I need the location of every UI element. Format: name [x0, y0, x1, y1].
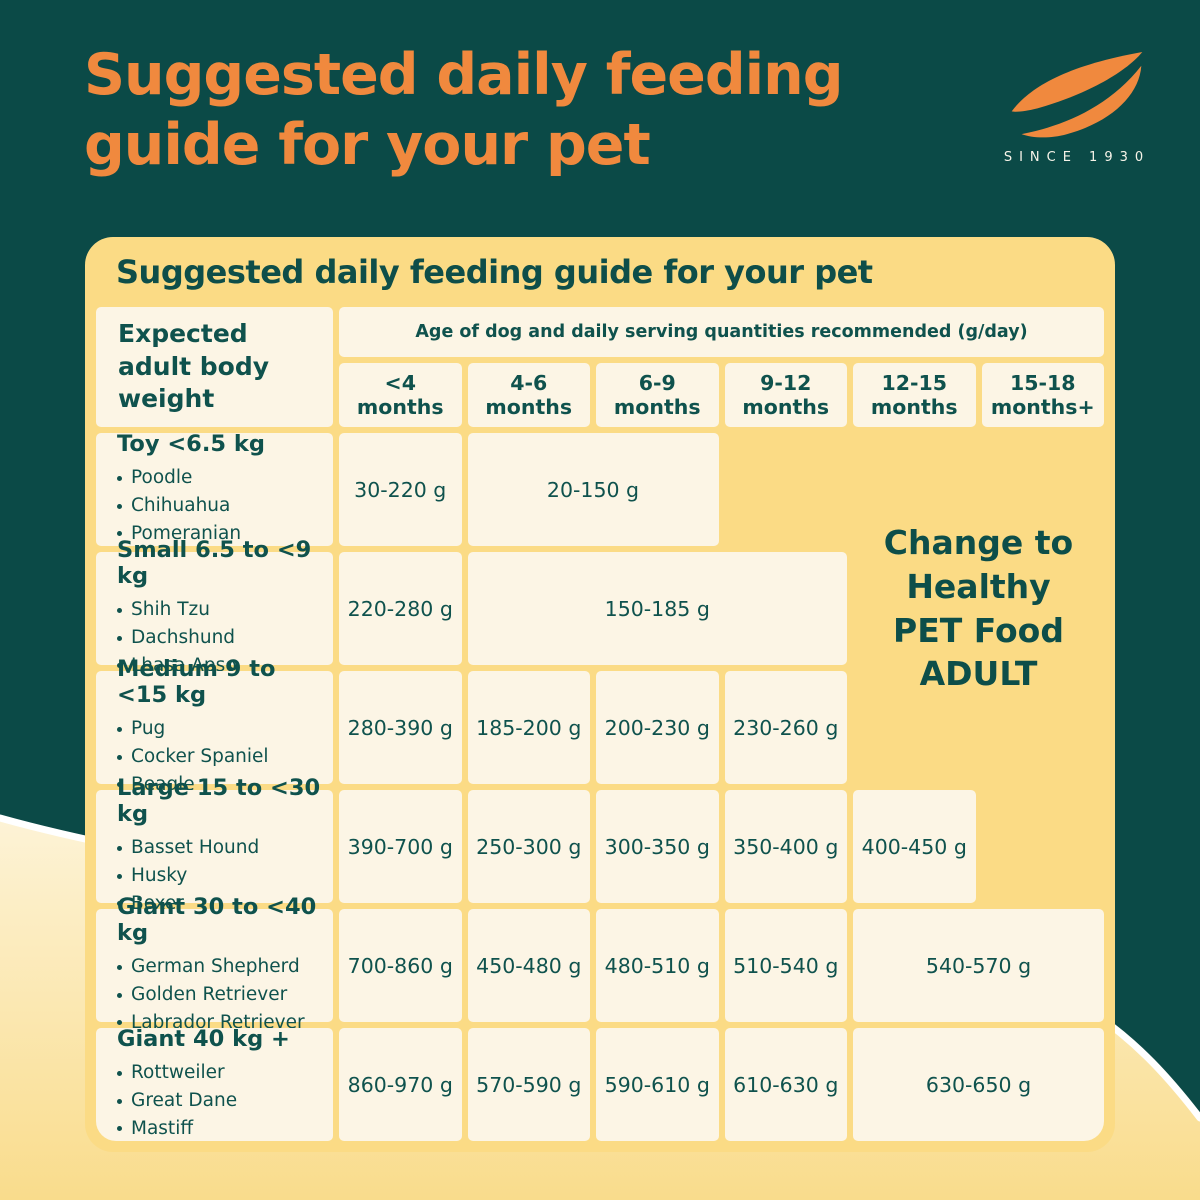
- bullet-dot: [117, 964, 122, 970]
- since-tagline: SINCE 1930: [1003, 150, 1151, 165]
- serving-cell: 400-450 g: [853, 790, 976, 903]
- bullet-dot: [117, 531, 122, 537]
- breed-item: Husky: [117, 862, 259, 890]
- breed-item: Pomeranian: [117, 520, 241, 548]
- category-title: Large 15 to <30 kg: [117, 775, 321, 828]
- month-column-header-4: 9-12 months: [724, 363, 847, 427]
- serving-cell: 700-860 g: [339, 909, 462, 1022]
- breed-item: Chihuahua: [117, 492, 241, 520]
- breed-item: German Shepherd: [117, 953, 305, 981]
- bullet-dot: [117, 901, 122, 907]
- page-heading-line2: guide for your pet: [84, 112, 651, 179]
- serving-cell: 150-185 g: [467, 552, 847, 665]
- serving-cell: 610-630 g: [724, 1028, 847, 1141]
- serving-cell: 185-200 g: [467, 671, 590, 784]
- serving-cell: 350-400 g: [724, 790, 847, 903]
- bullet-dot: [117, 1126, 122, 1132]
- breed-item: Basset Hound: [117, 834, 259, 862]
- serving-cell: 280-390 g: [339, 671, 462, 784]
- bullet-dot: [117, 635, 122, 641]
- weight-group-cell: Giant 40 kg + Rottweiler Great Dane Mast…: [96, 1026, 333, 1142]
- bullet-dot: [117, 992, 122, 998]
- breed-item: Rottweiler: [117, 1059, 237, 1087]
- breed-list: Shih Tzu Dachshund Lhasa Apso: [117, 596, 237, 679]
- breed-list: German Shepherd Golden Retriever Labrado…: [117, 953, 305, 1036]
- serving-cell: 250-300 g: [467, 790, 590, 903]
- serving-cell: 860-970 g: [339, 1028, 462, 1141]
- breed-item: Great Dane: [117, 1087, 237, 1115]
- breed-item: Mastiff: [117, 1115, 237, 1143]
- breed-item: Labrador Retriever: [117, 1009, 305, 1037]
- bullet-dot: [117, 726, 122, 732]
- breed-list: Basset Hound Husky Boxer: [117, 834, 259, 917]
- breed-item: Poodle: [117, 464, 241, 492]
- serving-cell: 30-220 g: [339, 433, 462, 546]
- bullet-dot: [117, 782, 122, 788]
- bullet-dot: [117, 1070, 122, 1076]
- bullet-dot: [117, 754, 122, 760]
- serving-cell: 390-700 g: [339, 790, 462, 903]
- breed-item: Dachshund: [117, 624, 237, 652]
- weight-column-header: Expected adult body weight: [96, 307, 333, 427]
- serving-cell: 300-350 g: [596, 790, 719, 903]
- weight-group-cell: Small 6.5 to <9 kg Shih Tzu Dachshund Lh…: [96, 537, 333, 676]
- brand-logo: SINCE 1930: [1002, 48, 1152, 165]
- bullet-dot: [117, 607, 122, 613]
- month-column-header-6: 15-18 months+: [981, 363, 1104, 427]
- serving-cell: 480-510 g: [596, 909, 719, 1022]
- bullet-dot: [117, 845, 122, 851]
- feeding-table-card: Suggested daily feeding guide for your p…: [85, 237, 1115, 1152]
- bullet-dot: [117, 663, 122, 669]
- breed-item: Boxer: [117, 890, 259, 918]
- category-title: Giant 30 to <40 kg: [117, 894, 317, 947]
- bullet-dot: [117, 873, 122, 879]
- breed-item: Golden Retriever: [117, 981, 305, 1009]
- category-title: Medium 9 to <15 kg: [117, 656, 276, 709]
- serving-cell: 630-650 g: [853, 1028, 1104, 1141]
- page-heading-line1: Suggested daily feeding: [84, 42, 844, 108]
- breed-list: Poodle Chihuahua Pomeranian: [117, 464, 241, 547]
- serving-cell: 510-540 g: [724, 909, 847, 1022]
- feeding-table-grid: Expected adult body weight Age of dog an…: [96, 307, 1104, 1141]
- weight-group-cell: Toy <6.5 kg Poodle Chihuahua Pomeranian: [96, 431, 333, 547]
- breed-item: Pug: [117, 715, 269, 743]
- bullet-dot: [117, 475, 122, 481]
- serving-cell: 570-590 g: [467, 1028, 590, 1141]
- category-title: Toy <6.5 kg: [117, 431, 265, 458]
- category-title: Small 6.5 to <9 kg: [117, 537, 312, 590]
- serving-cell: 590-610 g: [596, 1028, 719, 1141]
- age-group-header: Age of dog and daily serving quantities …: [339, 307, 1104, 357]
- weight-group-cell: Giant 30 to <40 kg German Shepherd Golde…: [96, 894, 333, 1033]
- serving-cell: 540-570 g: [853, 909, 1104, 1022]
- table-title: Suggested daily feeding guide for your p…: [116, 253, 873, 291]
- breed-list: Rottweiler Great Dane Mastiff: [117, 1059, 237, 1142]
- month-column-header-5: 12-15 months: [853, 363, 976, 427]
- month-column-header-3: 6-9 months: [596, 363, 719, 427]
- serving-cell: 450-480 g: [467, 909, 590, 1022]
- breed-item: Shih Tzu: [117, 596, 237, 624]
- page-heading: Suggested daily feeding guide for your p…: [84, 40, 844, 180]
- category-title: Giant 40 kg +: [117, 1026, 290, 1053]
- serving-cell: 230-260 g: [724, 671, 847, 784]
- serving-cell: 220-280 g: [339, 552, 462, 665]
- weight-group-cell: Large 15 to <30 kg Basset Hound Husky Bo…: [96, 775, 333, 914]
- serving-cell: 200-230 g: [596, 671, 719, 784]
- serving-cell: 20-150 g: [467, 433, 719, 546]
- month-column-header-1: <4 months: [339, 363, 462, 427]
- breed-item: Cocker Spaniel: [117, 743, 269, 771]
- bullet-dot: [117, 1020, 122, 1026]
- swoosh-icon: [1011, 51, 1143, 138]
- adult-note: Change to Healthy PET Food ADULT: [883, 522, 1074, 694]
- breed-list: Pug Cocker Spaniel Beagle: [117, 715, 269, 798]
- weight-group-cell: Medium 9 to <15 kg Pug Cocker Spaniel Be…: [96, 656, 333, 795]
- month-column-header-2: 4-6 months: [467, 363, 590, 427]
- bullet-dot: [117, 1098, 122, 1104]
- bullet-dot: [117, 503, 122, 509]
- breed-item: Beagle: [117, 771, 269, 799]
- breed-item: Lhasa Apso: [117, 652, 237, 680]
